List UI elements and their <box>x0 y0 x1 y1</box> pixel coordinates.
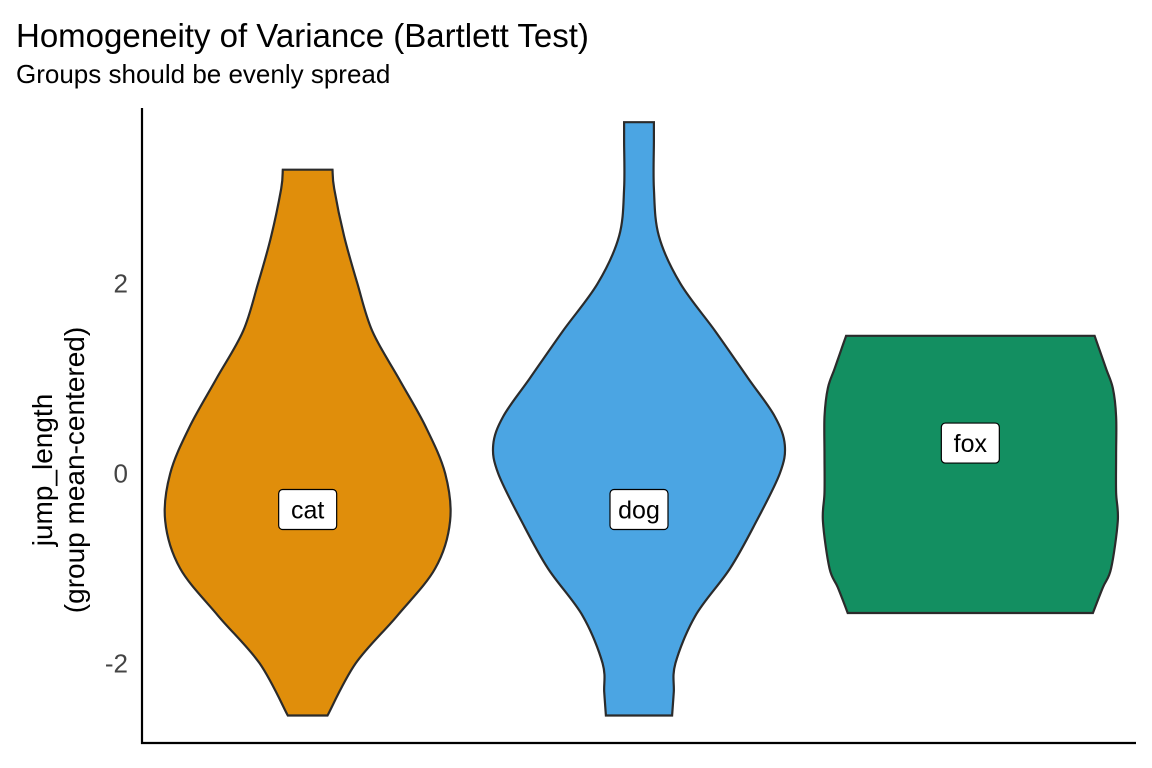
label-text-fox: fox <box>954 430 988 458</box>
violin-cat <box>163 168 452 717</box>
label-text-cat: cat <box>291 497 324 525</box>
chart-title: Homogeneity of Variance (Bartlett Test) <box>16 17 589 54</box>
label-cat: cat <box>278 488 338 531</box>
y-axis-title-line-2: (group mean-centered) <box>59 327 90 613</box>
label-box-fox <box>940 422 1000 464</box>
label-dog: dog <box>609 488 669 531</box>
violins <box>163 121 1120 717</box>
y-axis-title: jump_length (group mean-centered) <box>27 327 90 613</box>
chart-subtitle: Groups should be evenly spread <box>16 59 390 89</box>
y-tick-label: 0 <box>114 458 128 488</box>
violin-fox <box>821 334 1120 615</box>
y-axis-ticks: -2 0 2 <box>105 269 128 679</box>
label-box-dog <box>609 488 669 531</box>
y-axis-title-line-1: jump_length <box>27 394 58 548</box>
label-text-dog: dog <box>618 497 660 525</box>
label-fox: fox <box>940 422 1000 464</box>
label-box-cat <box>278 488 338 531</box>
violin-dog <box>491 121 787 717</box>
y-tick-label: 2 <box>114 269 128 299</box>
y-tick-label: -2 <box>105 648 128 678</box>
category-labels: cat dog fox <box>278 422 1000 531</box>
